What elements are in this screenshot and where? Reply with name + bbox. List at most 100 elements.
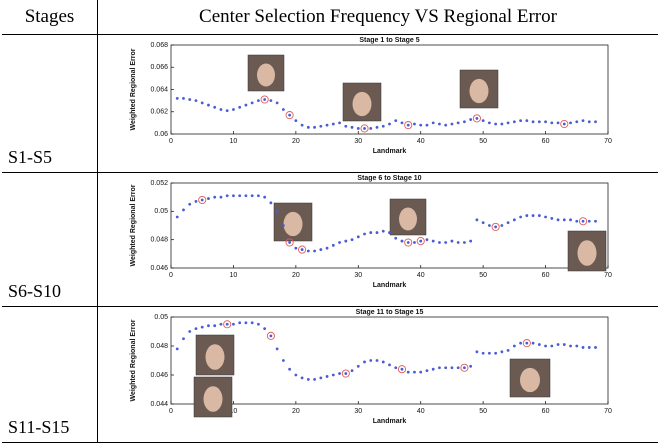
data-point bbox=[250, 194, 254, 198]
data-point bbox=[512, 120, 516, 124]
data-point bbox=[250, 101, 254, 105]
data-point bbox=[400, 367, 404, 371]
data-point bbox=[281, 224, 285, 227]
x-tick-label: 30 bbox=[354, 138, 362, 145]
x-tick-label: 40 bbox=[417, 138, 425, 145]
data-point bbox=[238, 321, 242, 325]
center-marker bbox=[578, 217, 588, 226]
data-point bbox=[431, 239, 435, 243]
center-marker bbox=[397, 365, 407, 374]
data-point bbox=[569, 344, 572, 348]
face-photo-face bbox=[257, 63, 275, 87]
data-point bbox=[350, 238, 354, 242]
data-point bbox=[425, 123, 429, 127]
chart: Stage 6 to Stage 10 Landmark Weighted Regi… bbox=[130, 175, 612, 289]
data-point bbox=[444, 123, 448, 127]
data-point bbox=[531, 120, 535, 124]
y-tick-label: 0.064 bbox=[150, 86, 168, 93]
stage-cell: S1-S5 bbox=[2, 34, 98, 173]
data-point bbox=[394, 236, 398, 240]
data-point bbox=[257, 194, 260, 198]
data-point bbox=[281, 359, 285, 362]
face-photo-face bbox=[352, 91, 372, 117]
data-point bbox=[338, 241, 341, 244]
data-point bbox=[562, 218, 566, 222]
data-point bbox=[300, 248, 304, 251]
data-point bbox=[569, 218, 572, 222]
data-point bbox=[413, 122, 416, 126]
data-point bbox=[487, 224, 491, 227]
data-point bbox=[494, 225, 498, 229]
y-tick-label: 0.062 bbox=[150, 109, 168, 116]
data-point bbox=[556, 343, 560, 346]
stage-cell: S11-S15 bbox=[2, 306, 98, 443]
data-point bbox=[575, 120, 579, 124]
x-tick-label: 40 bbox=[417, 408, 425, 415]
data-point bbox=[413, 370, 416, 374]
y-axis-label: Weighted Regional Error bbox=[130, 48, 137, 130]
data-point bbox=[394, 119, 398, 123]
data-point bbox=[569, 121, 572, 125]
center-marker bbox=[341, 369, 350, 378]
y-tick-label: 0.05 bbox=[154, 314, 168, 321]
y-tick-label: 0.048 bbox=[150, 237, 168, 244]
x-tick-label: 10 bbox=[230, 408, 238, 415]
data-point bbox=[213, 195, 217, 199]
data-point bbox=[587, 346, 591, 349]
data-point bbox=[207, 324, 210, 328]
data-point bbox=[244, 103, 248, 107]
data-point bbox=[269, 99, 273, 103]
data-point bbox=[263, 327, 267, 330]
data-point bbox=[306, 249, 310, 253]
data-point bbox=[556, 218, 560, 222]
data-point bbox=[363, 360, 366, 364]
y-axis-label: Weighted Regional Error bbox=[130, 319, 137, 401]
chart-title: Stage 6 to Stage 10 bbox=[357, 175, 421, 182]
data-point bbox=[294, 373, 298, 377]
data-point bbox=[381, 124, 385, 128]
data-point bbox=[425, 238, 429, 242]
data-point bbox=[556, 121, 560, 125]
plot-frame bbox=[170, 316, 609, 405]
data-point bbox=[344, 372, 348, 375]
data-point bbox=[344, 239, 348, 243]
center-marker bbox=[404, 238, 413, 247]
data-point bbox=[550, 344, 554, 348]
plot-frame bbox=[170, 182, 609, 269]
data-point bbox=[225, 109, 229, 113]
data-point bbox=[369, 231, 373, 234]
data-point bbox=[200, 325, 204, 329]
data-point bbox=[288, 113, 292, 117]
data-point bbox=[219, 322, 223, 326]
data-point bbox=[469, 118, 473, 121]
data-point bbox=[275, 101, 279, 105]
data-point bbox=[438, 366, 441, 370]
data-point bbox=[450, 239, 454, 243]
data-point bbox=[356, 235, 360, 239]
y-tick-label: 0.068 bbox=[150, 42, 168, 49]
y-tick-label: 0.05 bbox=[154, 208, 168, 215]
data-point bbox=[213, 105, 217, 109]
center-marker bbox=[522, 339, 531, 348]
row: S1-S5 Stage 1 to Stage 5 Landmark Weighted… bbox=[2, 34, 658, 173]
data-point bbox=[232, 108, 235, 111]
x-tick-label: 0 bbox=[169, 272, 173, 279]
data-point bbox=[319, 248, 323, 251]
data-point bbox=[444, 241, 448, 244]
data-point bbox=[581, 219, 585, 223]
center-marker bbox=[223, 320, 232, 329]
data-point bbox=[537, 343, 541, 346]
data-point bbox=[481, 351, 485, 355]
data-point bbox=[475, 350, 479, 354]
data-point bbox=[375, 125, 379, 129]
data-point bbox=[375, 359, 379, 362]
y-tick-label: 0.044 bbox=[150, 401, 168, 408]
data-point bbox=[338, 121, 341, 125]
data-point bbox=[238, 105, 242, 109]
data-point bbox=[544, 344, 547, 348]
data-point bbox=[306, 125, 310, 129]
x-tick-label: 20 bbox=[292, 408, 300, 415]
data-point bbox=[188, 98, 192, 101]
center-marker bbox=[260, 95, 269, 104]
x-tick-label: 50 bbox=[479, 138, 487, 145]
